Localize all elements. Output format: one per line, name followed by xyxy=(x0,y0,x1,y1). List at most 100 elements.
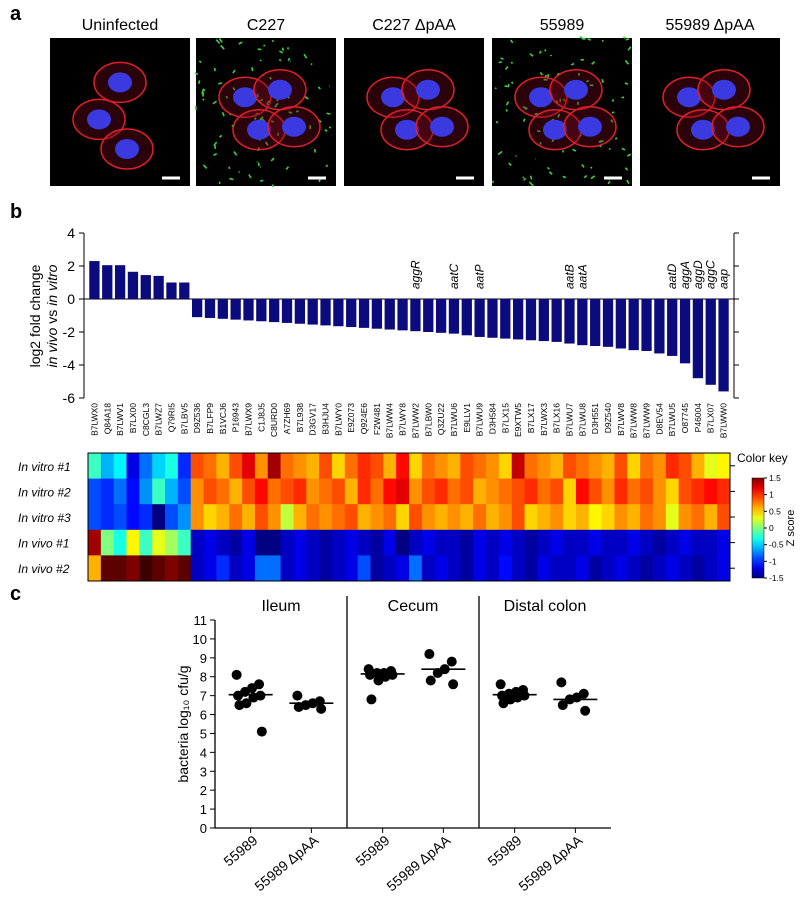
heat-cell xyxy=(447,453,461,479)
x-tick-label: D9Z540 xyxy=(603,403,613,434)
bacteria xyxy=(287,57,291,62)
x-tick-label: Q924E6 xyxy=(359,403,369,434)
x-tick-label: B7LX17 xyxy=(526,403,536,434)
heat-cell xyxy=(524,478,538,505)
bacteria xyxy=(507,83,510,88)
nucleus xyxy=(108,72,132,93)
heat-cell xyxy=(691,504,705,531)
data-point xyxy=(424,649,435,660)
bacteria xyxy=(213,141,218,147)
bacteria xyxy=(546,166,550,170)
bacteria xyxy=(598,139,602,144)
heat-cell xyxy=(293,453,307,479)
bacteria xyxy=(585,79,590,83)
heat-cell xyxy=(126,453,140,479)
heat-cell xyxy=(152,453,166,479)
heat-cell xyxy=(601,529,615,556)
bacteria xyxy=(220,44,225,50)
image-title: C227 ΔpAA xyxy=(372,17,456,34)
bacteria xyxy=(202,164,208,169)
y-tick-label: 2 xyxy=(67,258,75,274)
heat-cell xyxy=(460,453,474,479)
row-label: In vivo #1 xyxy=(18,537,69,551)
heat-cell xyxy=(498,529,513,556)
x-tick-label: C8URD0 xyxy=(269,403,279,437)
x-tick-label: B7LWY8 xyxy=(398,403,408,436)
bacteria xyxy=(285,166,290,170)
heat-cell xyxy=(306,453,320,479)
nucleus xyxy=(87,109,111,130)
bacteria xyxy=(529,53,534,57)
bacteria xyxy=(271,39,275,43)
x-tick-label: D9Z536 xyxy=(192,403,202,434)
heat-cell xyxy=(344,555,359,582)
heat-cell xyxy=(370,453,384,479)
heat-cell xyxy=(152,504,166,531)
heat-cell xyxy=(640,555,654,582)
heat-cell xyxy=(331,478,346,505)
nucleus xyxy=(416,79,440,100)
x-tick-label: D3GV17 xyxy=(308,403,318,436)
heat-cell xyxy=(640,453,654,479)
bar xyxy=(602,299,614,347)
heat-cell xyxy=(704,504,718,531)
x-tick-label: E9Z073 xyxy=(346,403,356,433)
heat-cell xyxy=(473,453,487,479)
data-point xyxy=(316,703,327,714)
bacteria xyxy=(212,100,218,105)
heat-cell xyxy=(344,453,359,479)
y-tick-label: 2 xyxy=(200,783,207,798)
bacteria xyxy=(624,59,630,65)
x-tick-label: D3H584 xyxy=(487,403,497,434)
heat-cell xyxy=(409,453,423,479)
bacteria xyxy=(304,96,309,100)
heat-cell xyxy=(100,478,115,505)
heat-cell xyxy=(652,504,667,531)
x-tick-label: P46004 xyxy=(693,403,703,433)
bar xyxy=(230,299,241,320)
heat-cell xyxy=(254,453,269,479)
heat-cell xyxy=(100,504,115,531)
bar xyxy=(114,265,126,299)
nucleus xyxy=(677,87,701,108)
x-tick-label: 55989 xyxy=(220,832,260,869)
heat-cell xyxy=(563,529,577,556)
bar xyxy=(423,299,434,332)
heat-cell xyxy=(396,478,410,505)
bar xyxy=(564,299,575,344)
bacteria xyxy=(557,113,561,118)
heat-cell xyxy=(473,504,487,531)
x-tick-label: P16943 xyxy=(231,403,241,433)
bar xyxy=(243,299,254,321)
heat-cell xyxy=(293,478,307,505)
bar xyxy=(538,299,549,342)
row-label: In vitro #1 xyxy=(18,460,71,474)
heat-cell xyxy=(421,478,436,505)
x-tick-label: B7LWW0 xyxy=(719,403,729,439)
bacteria xyxy=(549,54,553,57)
heat-cell xyxy=(280,529,294,556)
bar xyxy=(333,299,344,327)
heat-cell xyxy=(216,504,230,531)
x-tick-label: D8EV54 xyxy=(654,403,664,435)
bar xyxy=(166,282,177,299)
heat-cell xyxy=(152,529,166,556)
bacteria xyxy=(510,39,514,44)
heat-cell xyxy=(319,453,333,479)
heat-cell xyxy=(588,453,602,479)
bacteria xyxy=(624,82,629,85)
bacteria xyxy=(587,38,591,41)
heat-cell xyxy=(550,478,564,505)
heat-cell xyxy=(396,504,410,531)
heat-cell xyxy=(627,555,641,582)
bacteria xyxy=(590,175,596,180)
nucleus xyxy=(115,139,139,159)
image-title: C227 xyxy=(247,17,285,34)
x-tick-label: A7ZH69 xyxy=(282,403,292,434)
bacteria xyxy=(254,117,257,120)
heat-cell xyxy=(344,478,359,505)
bacteria xyxy=(213,144,217,150)
bar xyxy=(525,299,537,341)
data-point xyxy=(366,694,377,705)
colorbar-tick-label: 0.5 xyxy=(769,506,781,516)
